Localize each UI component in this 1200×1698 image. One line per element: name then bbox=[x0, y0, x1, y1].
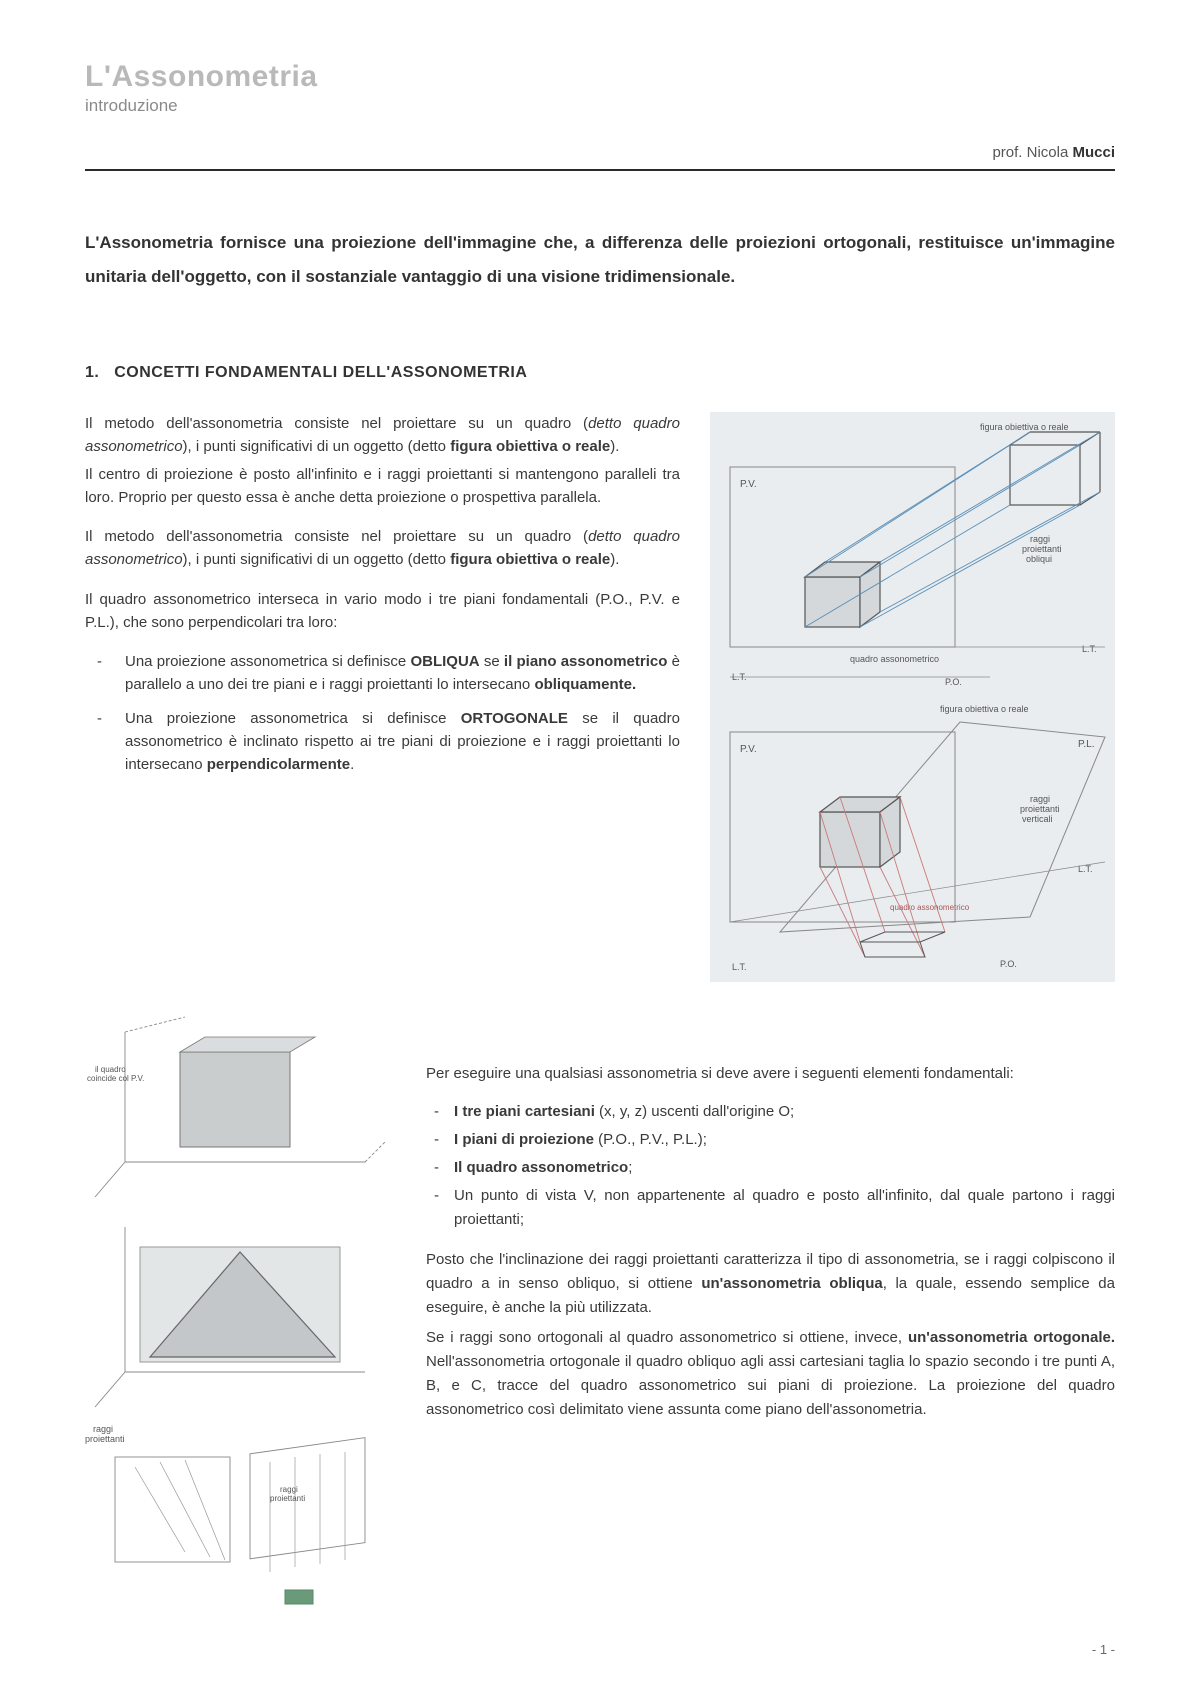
bullet-list: I tre piani cartesiani (x, y, z) uscenti… bbox=[426, 1100, 1115, 1232]
svg-text:P.V.: P.V. bbox=[740, 744, 757, 755]
list-item: Una proiezione assonometrica si definisc… bbox=[85, 650, 680, 697]
paragraph: Il metodo dell'assonometria consiste nel… bbox=[85, 525, 680, 572]
svg-text:figura obiettiva o reale: figura obiettiva o reale bbox=[940, 704, 1029, 714]
svg-text:quadro assonometrico: quadro assonometrico bbox=[890, 903, 970, 912]
paragraph: Il centro di proiezione è posto all'infi… bbox=[85, 463, 680, 510]
diagram-three-panels: il quadro coincide col P.V. raggi proiet… bbox=[85, 1012, 390, 1612]
row-1: Il metodo dell'assonometria consiste nel… bbox=[85, 412, 1115, 982]
svg-text:coincide col P.V.: coincide col P.V. bbox=[87, 1074, 144, 1083]
author-line: prof. Nicola Mucci bbox=[85, 144, 1115, 161]
svg-text:P.O.: P.O. bbox=[1000, 959, 1017, 969]
svg-text:proiettanti: proiettanti bbox=[1022, 544, 1062, 554]
paragraph: Il quadro assonometrico interseca in var… bbox=[85, 588, 680, 635]
header-rule bbox=[85, 169, 1115, 171]
list-item: Il quadro assonometrico; bbox=[426, 1156, 1115, 1180]
svg-text:proiettanti: proiettanti bbox=[1020, 804, 1060, 814]
svg-text:obliqui: obliqui bbox=[1026, 554, 1052, 564]
page-title: L'Assonometria bbox=[85, 60, 1115, 94]
svg-text:proiettanti: proiettanti bbox=[85, 1434, 125, 1444]
svg-text:il quadro: il quadro bbox=[95, 1065, 126, 1074]
row-2: il quadro coincide col P.V. raggi proiet… bbox=[85, 1012, 1115, 1612]
section-title: CONCETTI FONDAMENTALI DELL'ASSONOMETRIA bbox=[114, 364, 527, 381]
author-name: Mucci bbox=[1072, 144, 1115, 161]
page: L'Assonometria introduzione prof. Nicola… bbox=[0, 0, 1200, 1697]
label: figura obiettiva o reale bbox=[980, 422, 1069, 432]
svg-text:proiettanti: proiettanti bbox=[270, 1494, 305, 1503]
paragraph: Se i raggi sono ortogonali al quadro ass… bbox=[426, 1326, 1115, 1422]
text-column-2: Per eseguire una qualsiasi assonometria … bbox=[426, 1012, 1115, 1436]
bullet-list: Una proiezione assonometrica si definisc… bbox=[85, 650, 680, 776]
svg-text:raggi: raggi bbox=[280, 1485, 298, 1494]
author-prefix: prof. Nicola bbox=[992, 144, 1072, 161]
text-column-1: Il metodo dell'assonometria consiste nel… bbox=[85, 412, 680, 786]
svg-text:L.T.: L.T. bbox=[1082, 644, 1097, 654]
svg-text:verticali: verticali bbox=[1022, 814, 1053, 824]
svg-text:P.O.: P.O. bbox=[945, 677, 962, 687]
section-heading: 1. CONCETTI FONDAMENTALI DELL'ASSONOMETR… bbox=[85, 364, 1115, 382]
svg-text:L.T.: L.T. bbox=[732, 672, 747, 682]
section-number: 1. bbox=[85, 364, 99, 381]
paragraph: Il metodo dell'assonometria consiste nel… bbox=[85, 412, 680, 459]
svg-text:raggi: raggi bbox=[1030, 794, 1050, 804]
diagram-oblique-orthogonal: figura obiettiva o reale P.V. bbox=[710, 412, 1115, 982]
header: L'Assonometria introduzione prof. Nicola… bbox=[85, 60, 1115, 171]
list-item: I tre piani cartesiani (x, y, z) uscenti… bbox=[426, 1100, 1115, 1124]
svg-text:P.L.: P.L. bbox=[1078, 739, 1095, 750]
page-number: - 1 - bbox=[85, 1642, 1115, 1657]
figure-left: il quadro coincide col P.V. raggi proiet… bbox=[85, 1012, 390, 1612]
paragraph: Posto che l'inclinazione dei raggi proie… bbox=[426, 1248, 1115, 1320]
page-subtitle: introduzione bbox=[85, 96, 1115, 116]
list-item: Un punto di vista V, non appartenente al… bbox=[426, 1184, 1115, 1232]
figure-right: figura obiettiva o reale P.V. bbox=[710, 412, 1115, 982]
intro-paragraph: L'Assonometria fornisce una proiezione d… bbox=[85, 226, 1115, 294]
list-item: Una proiezione assonometrica si definisc… bbox=[85, 707, 680, 777]
list-item: I piani di proiezione (P.O., P.V., P.L.)… bbox=[426, 1128, 1115, 1152]
paragraph: Per eseguire una qualsiasi assonometria … bbox=[426, 1062, 1115, 1086]
svg-text:raggi: raggi bbox=[1030, 534, 1050, 544]
svg-text:quadro assonometrico: quadro assonometrico bbox=[850, 654, 939, 664]
svg-text:P.V.: P.V. bbox=[740, 479, 757, 490]
svg-text:raggi: raggi bbox=[93, 1424, 113, 1434]
svg-text:L.T.: L.T. bbox=[732, 962, 747, 972]
